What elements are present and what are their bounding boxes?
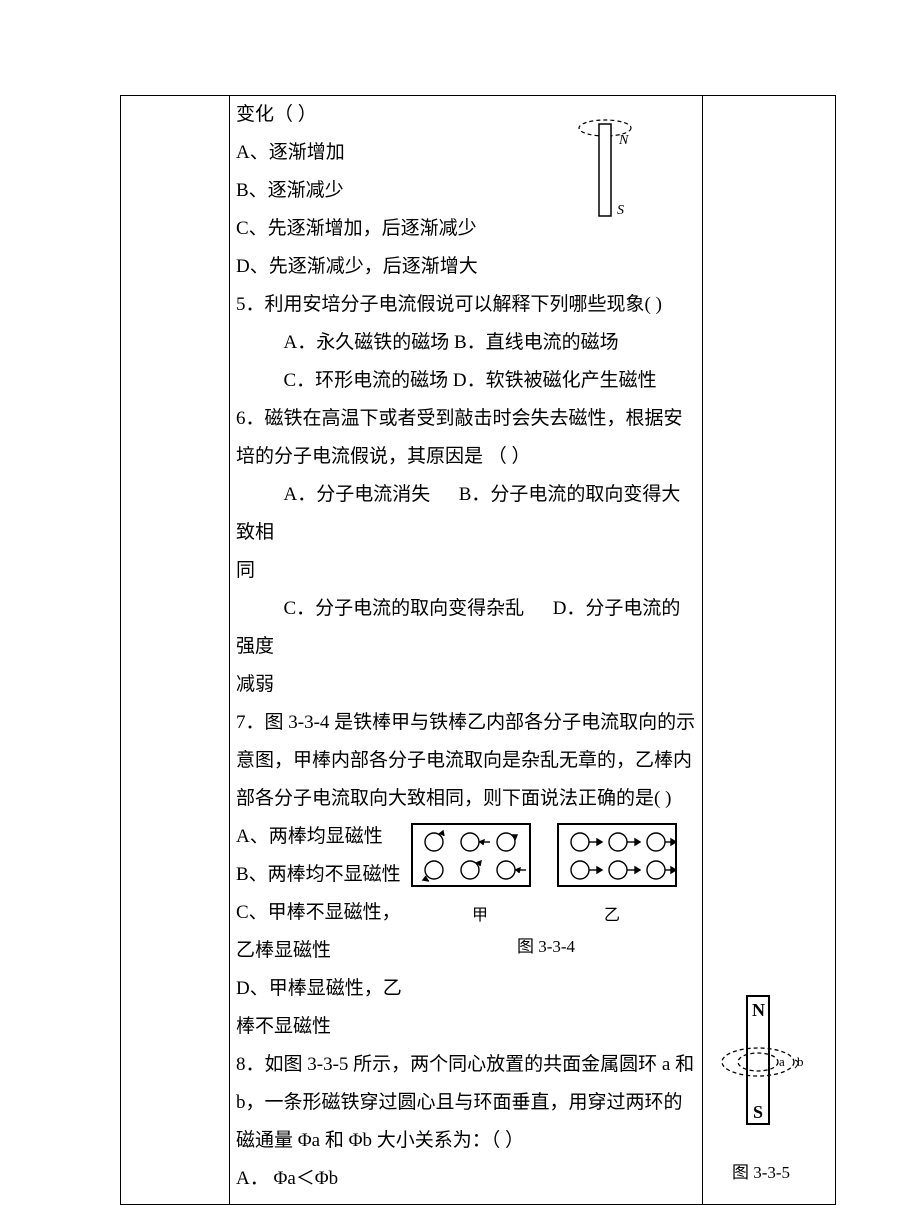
q6-line2-tail: 减弱	[236, 666, 696, 704]
figure-3-3-4: 甲 乙 图 3-3-4	[406, 818, 686, 964]
left-margin-cell	[121, 96, 230, 1205]
q6-a: A．分子电流消失	[284, 484, 431, 505]
svg-text:S: S	[753, 1102, 763, 1122]
right-margin-cell: N S a b 图 3-3-5	[703, 96, 836, 1205]
q7-subcaptions: 甲 乙	[406, 900, 686, 932]
page: N S 变化（ ） A、逐渐增加 B、逐渐减少 C、先逐渐增加，后逐渐减少 D、…	[0, 0, 920, 1192]
q5-line2: C．环形电流的磁场 D．软铁被磁化产生磁性	[236, 362, 696, 400]
q6-c: C．分子电流的取向变得杂乱	[284, 598, 525, 619]
q7-options-and-figure: A、两棒均显磁性 B、两棒均不显磁性 C、甲棒不显磁性， 乙棒显磁性 D、甲棒显…	[236, 818, 696, 1046]
svg-text:N: N	[752, 1000, 765, 1020]
figure-q4-bar-magnet: N S	[565, 114, 645, 234]
q6-line1-tail: 同	[236, 552, 696, 590]
q7-stem: 7．图 3-3-4 是铁棒甲与铁棒乙内部各分子电流取向的示意图，甲棒内部各分子电…	[236, 704, 696, 818]
q6-stem: 6．磁铁在高温下或者受到敲击时会失去磁性，根据安培的分子电流假说，其原因是 （ …	[236, 400, 696, 476]
layout-table: N S 变化（ ） A、逐渐增加 B、逐渐减少 C、先逐渐增加，后逐渐减少 D、…	[120, 95, 836, 1205]
q5-line1: A．永久磁铁的磁场 B．直线电流的磁场	[236, 324, 696, 362]
q7-sub-jia: 甲	[416, 900, 544, 932]
q7-options: A、两棒均显磁性 B、两棒均不显磁性 C、甲棒不显磁性， 乙棒显磁性 D、甲棒显…	[236, 818, 406, 1046]
q4-option-d: D、先逐渐减少，后逐渐增大	[236, 248, 696, 286]
label-n: N	[618, 133, 629, 148]
q7-option-d: D、甲棒显磁性，乙	[236, 970, 406, 1008]
q6-line1: A．分子电流消失 B．分子电流的取向变得大致相	[236, 476, 696, 552]
q8-option-a: A． Φa＜Φb	[236, 1160, 696, 1198]
q7-option-c: C、甲棒不显磁性，	[236, 894, 406, 932]
q7-option-b: B、两棒均不显磁性	[236, 856, 406, 894]
q7-option-d2: 棒不显磁性	[236, 1008, 406, 1046]
q7-sub-yi: 乙	[548, 900, 676, 932]
q7-option-c2: 乙棒显磁性	[236, 932, 406, 970]
svg-text:a: a	[779, 1054, 785, 1069]
label-s: S	[617, 203, 624, 218]
q8-stem: 8．如图 3-3-5 所示，两个同心放置的共面金属圆环 a 和 b，一条形磁铁穿…	[236, 1046, 696, 1160]
q8-caption: 图 3-3-5	[705, 1156, 817, 1190]
main-content-cell: N S 变化（ ） A、逐渐增加 B、逐渐减少 C、先逐渐增加，后逐渐减少 D、…	[230, 96, 703, 1205]
figure-3-3-5: N S a b 图 3-3-5	[705, 990, 817, 1190]
q7-caption: 图 3-3-4	[406, 930, 686, 964]
q7-option-a: A、两棒均显磁性	[236, 818, 406, 856]
q5-stem: 5．利用安培分子电流假说可以解释下列哪些现象( )	[236, 286, 696, 324]
q6-line2: C．分子电流的取向变得杂乱 D．分子电流的强度	[236, 590, 696, 666]
